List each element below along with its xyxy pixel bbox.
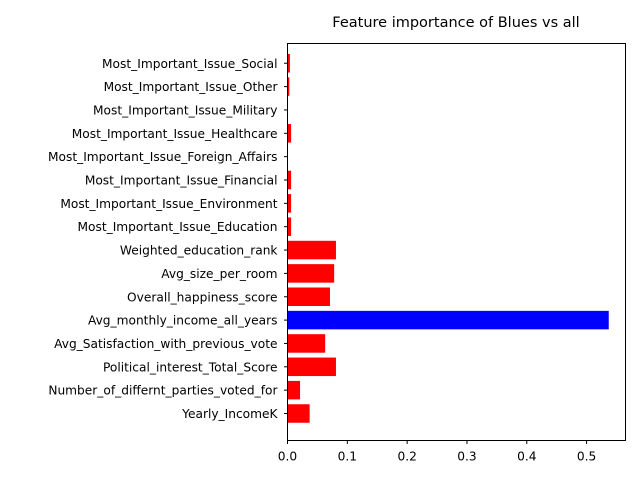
bar-most-important-issue-healthcare (287, 124, 292, 143)
y-tick-label: Most_Important_Issue_Foreign_Affairs (48, 150, 277, 164)
bar-avg-satisfaction-with-previous-vote (287, 334, 326, 353)
x-tick-label: 0.4 (517, 450, 537, 464)
y-tick-label: Most_Important_Issue_Social (102, 57, 277, 71)
y-tick-label: Most_Important_Issue_Healthcare (72, 127, 278, 141)
bar-overall-happiness-score (287, 287, 330, 306)
plot-frame (287, 43, 626, 441)
y-tick-label: Most_Important_Issue_Financial (85, 174, 278, 188)
chart-title: Feature importance of Blues vs all (332, 15, 579, 31)
bar-yearly-incomek (287, 404, 310, 423)
y-tick-label: Most_Important_Issue_Other (104, 80, 279, 94)
y-tick-label: Political_interest_Total_Score (103, 360, 278, 374)
y-tick-label: Overall_happiness_score (127, 290, 277, 304)
bar-avg-size-per-room (287, 264, 335, 283)
bar-most-important-issue-financial (287, 170, 292, 190)
x-tick-label: 0.1 (338, 450, 357, 464)
bar-avg-monthly-income-all-years (287, 310, 609, 330)
y-tick-label: Avg_size_per_room (161, 267, 277, 281)
x-axis-ticks: 0.0 0.1 0.2 0.3 0.4 0.5 (278, 440, 596, 464)
bar-most-important-issue-environment (287, 194, 292, 213)
bar-most-important-issue-education (287, 217, 292, 236)
x-tick-label: 0.0 (278, 450, 297, 464)
x-tick-label: 0.2 (397, 450, 416, 464)
bar-weighted-education-rank (287, 240, 336, 260)
y-tick-label: Avg_monthly_income_all_years (88, 314, 278, 328)
bar-most-important-issue-other (287, 77, 290, 96)
bar-most-important-issue-social (287, 54, 290, 73)
y-tick-label: Number_of_differnt_parties_voted_for (48, 384, 278, 398)
y-tick-label: Most_Important_Issue_Environment (60, 197, 277, 211)
bars (287, 54, 609, 423)
bar-political-interest-total-score (287, 357, 336, 377)
y-tick-label: Weighted_education_rank (120, 244, 279, 258)
x-tick-label: 0.3 (457, 450, 476, 464)
bar-number-of-differnt-parties-voted-for (287, 380, 301, 400)
y-tick-label: Most_Important_Issue_Military (93, 103, 277, 117)
y-axis-ticks: Yearly_IncomeK Number_of_differnt_parties… (48, 57, 288, 421)
x-tick-label: 0.5 (577, 450, 596, 464)
y-tick-label: Yearly_IncomeK (181, 407, 278, 421)
y-tick-label: Avg_Satisfaction_with_previous_vote (54, 337, 277, 351)
y-tick-label: Most_Important_Issue_Education (78, 220, 278, 234)
